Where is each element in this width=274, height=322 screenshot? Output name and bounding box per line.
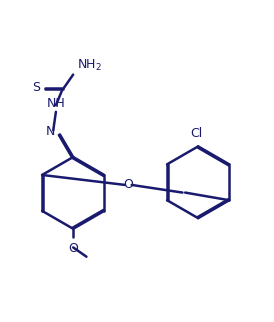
Text: Cl: Cl (191, 127, 203, 140)
Text: N: N (46, 125, 55, 138)
Text: O: O (123, 178, 133, 192)
Text: NH$_2$: NH$_2$ (77, 58, 102, 73)
Text: NH: NH (47, 98, 65, 110)
Text: S: S (32, 81, 40, 94)
Text: O: O (68, 242, 78, 255)
